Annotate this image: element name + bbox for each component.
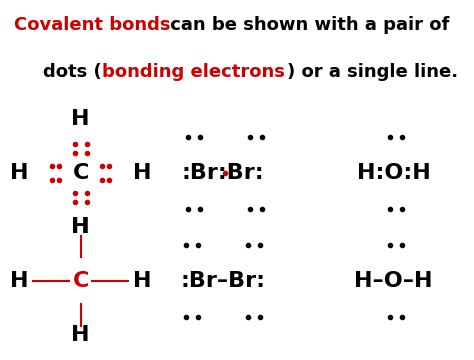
Text: H–O–H: H–O–H	[354, 271, 433, 291]
Text: H: H	[133, 163, 152, 183]
Text: H: H	[71, 217, 90, 237]
Text: H: H	[133, 271, 152, 291]
Text: :Br:Br:: :Br:Br:	[182, 163, 264, 183]
Text: :Br–Br:: :Br–Br:	[180, 271, 265, 291]
Text: H: H	[9, 271, 28, 291]
Text: Covalent bonds: Covalent bonds	[14, 16, 171, 34]
Text: C: C	[73, 163, 89, 183]
Text: C: C	[73, 271, 89, 291]
Text: H: H	[71, 325, 90, 345]
Text: ) or a single line.: ) or a single line.	[287, 63, 458, 81]
Text: can be shown with a pair of: can be shown with a pair of	[164, 16, 449, 34]
Text: H: H	[71, 217, 90, 237]
Text: bonding electrons: bonding electrons	[102, 63, 285, 81]
Text: H: H	[9, 163, 28, 183]
Text: H:O:H: H:O:H	[356, 163, 430, 183]
Text: dots (: dots (	[43, 63, 101, 81]
Text: H: H	[71, 109, 90, 129]
